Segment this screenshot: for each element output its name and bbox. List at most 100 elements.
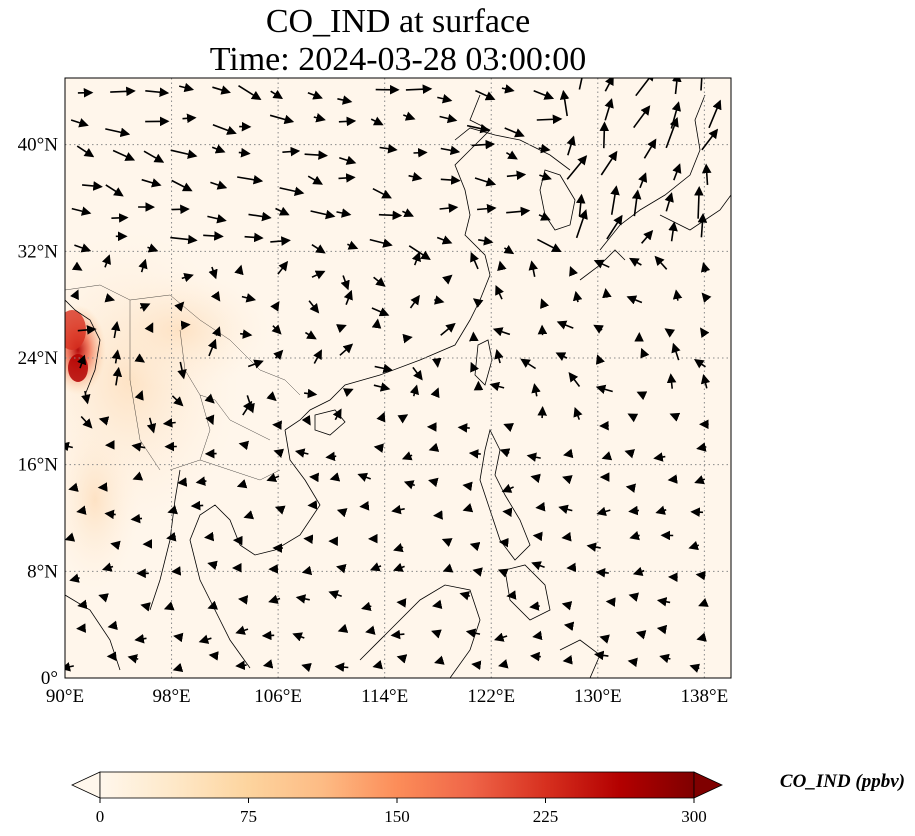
wind-vector xyxy=(373,276,386,287)
wind-vector xyxy=(697,213,708,238)
wind-vector xyxy=(74,243,92,253)
wind-vector xyxy=(667,474,678,484)
wind-vector xyxy=(268,594,281,604)
concentration-field xyxy=(65,230,270,590)
wind-vector xyxy=(412,366,423,381)
wind-vector xyxy=(336,508,348,518)
wind-vector xyxy=(643,138,657,159)
wind-vector xyxy=(76,505,87,515)
wind-vector xyxy=(627,413,639,423)
wind-vector xyxy=(569,266,579,277)
wind-vector xyxy=(130,513,143,524)
wind-vector xyxy=(198,634,212,644)
wind-vector xyxy=(562,475,573,485)
wind-vector xyxy=(237,174,264,185)
y-axis: 0° 8°N 16°N 24°N 32°N 40°N xyxy=(18,135,59,689)
wind-vector xyxy=(436,235,453,245)
wind-vector xyxy=(110,540,121,551)
colorbar-label: CO_IND (ppbv) xyxy=(780,771,905,792)
wind-vector xyxy=(696,632,707,642)
wind-vector xyxy=(535,501,546,512)
wind-vector xyxy=(626,295,643,305)
wind-vector xyxy=(403,111,416,121)
wind-vector xyxy=(336,208,352,218)
wind-vector xyxy=(262,659,274,669)
colorbar-gradient xyxy=(99,771,695,799)
x-tick-label: 138°E xyxy=(681,686,729,707)
wind-vector xyxy=(271,324,282,335)
wind-vector xyxy=(311,270,326,280)
wind-vector xyxy=(234,264,244,276)
wind-vector xyxy=(672,78,682,95)
wind-vector xyxy=(71,206,92,216)
wind-vector xyxy=(238,147,251,158)
wind-vector xyxy=(378,210,403,221)
wind-vector xyxy=(163,601,175,611)
wind-vector xyxy=(132,471,144,481)
wind-vector xyxy=(141,178,162,188)
wind-vector xyxy=(672,289,683,301)
wind-vector xyxy=(112,366,123,386)
wind-vector xyxy=(558,504,573,514)
colorbar-tick-label: 225 xyxy=(533,807,559,826)
wind-vector xyxy=(654,255,668,270)
wind-vector xyxy=(313,349,322,364)
wind-vector xyxy=(373,382,391,392)
wind-vector xyxy=(573,406,583,420)
wind-vector xyxy=(537,238,562,253)
wind-vector xyxy=(440,145,461,156)
map-title-line2: Time: 2024-03-28 03:00:00 xyxy=(209,41,587,78)
wind-vector xyxy=(559,89,570,117)
wind-vector xyxy=(403,480,416,490)
wind-vector xyxy=(393,543,404,553)
wind-vector xyxy=(499,448,511,458)
wind-vector xyxy=(629,257,642,267)
wind-vector xyxy=(325,451,337,462)
wind-vector xyxy=(65,441,73,452)
wind-vector xyxy=(311,244,326,254)
wind-vector xyxy=(372,660,383,670)
colorbar: 0 75 150 225 300 CO_IND (ppbv) xyxy=(71,771,905,826)
wind-vector xyxy=(595,384,613,394)
wind-vector xyxy=(301,662,312,673)
wind-vector xyxy=(459,591,471,601)
y-tick-label: 40°N xyxy=(18,135,59,156)
wind-vector xyxy=(369,238,393,248)
wind-vector xyxy=(693,359,706,369)
wind-vector xyxy=(101,254,111,268)
wind-vector xyxy=(282,146,301,157)
wind-vector xyxy=(98,593,109,603)
wind-vector xyxy=(462,481,473,492)
wind-vector xyxy=(167,505,178,515)
wind-vector xyxy=(247,359,264,369)
wind-vector xyxy=(602,288,612,299)
wind-vector xyxy=(442,563,454,573)
wind-vector xyxy=(359,501,370,511)
wind-vector xyxy=(112,149,136,161)
wind-vector xyxy=(572,290,583,303)
wind-vector xyxy=(433,295,445,305)
wind-vector xyxy=(211,144,226,154)
wind-vector xyxy=(181,272,194,283)
wind-vector xyxy=(538,211,551,221)
wind-vector xyxy=(134,390,144,401)
wind-vector xyxy=(465,628,481,638)
wind-vector xyxy=(111,349,122,364)
wind-vector xyxy=(540,298,550,309)
wind-vector xyxy=(561,601,573,611)
x-tick-label: 130°E xyxy=(574,686,622,707)
wind-vector xyxy=(205,414,215,426)
wind-vector xyxy=(698,598,709,607)
wind-vector xyxy=(304,330,317,340)
wind-vector xyxy=(413,147,428,158)
wind-vector xyxy=(76,145,95,158)
wind-vector xyxy=(310,209,336,220)
wind-vector xyxy=(107,620,118,631)
wind-vector xyxy=(440,175,461,185)
wind-vector xyxy=(171,204,190,215)
wind-vector xyxy=(337,623,349,633)
wind-vector xyxy=(532,531,543,542)
wind-vector xyxy=(441,538,453,548)
wind-vector xyxy=(190,500,204,511)
wind-vector xyxy=(526,452,541,462)
